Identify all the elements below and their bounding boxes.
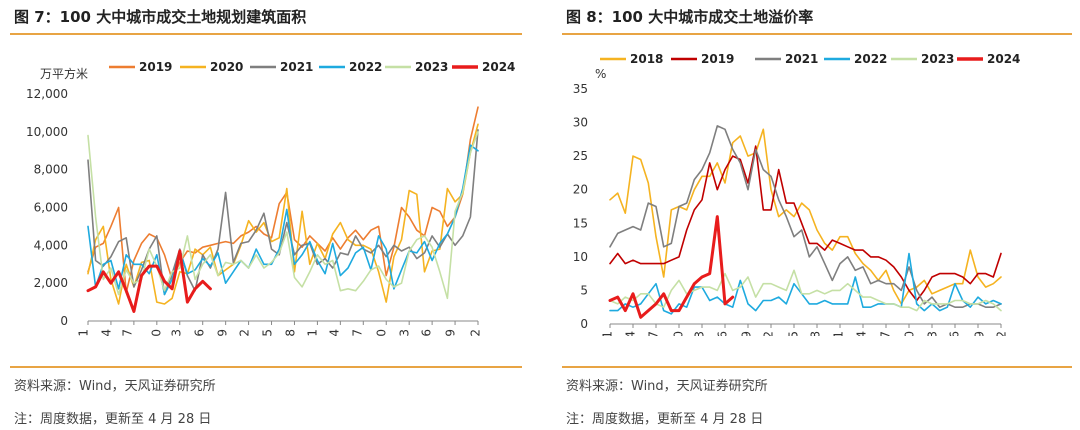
series-line-2024 — [608, 215, 735, 319]
x-tick-label: 52 — [995, 331, 1009, 336]
land-area-line-chart: 万平方米 0 2,000 4,000 6,000 8,000 10,000 12,000 1 4 7… — [26, 60, 515, 336]
series-line-2022 — [87, 144, 479, 296]
x-tick-label: 28 — [809, 331, 823, 336]
x-tick-label: 7 — [121, 329, 135, 336]
legend-label-2019: 2019 — [701, 52, 734, 66]
y-tick-label: 35 — [573, 82, 588, 96]
x-tick-label: 49 — [444, 329, 458, 336]
x-tick-label: 43 — [926, 331, 940, 336]
legend-label-2019: 2019 — [139, 60, 172, 74]
legend-label-2022: 2022 — [349, 60, 382, 74]
x-tick-label: 13 — [693, 331, 707, 336]
x-tick-label: 16 — [716, 331, 730, 336]
series-line-2019 — [609, 145, 1002, 302]
y-tick-label: 15 — [573, 216, 588, 230]
premium-rate-line-chart: % 0 5 10 15 20 25 30 35 1 4 7 10 13 16 19 22 25 28 31 34 37 40… — [573, 52, 1021, 336]
y-unit-label: % — [595, 67, 606, 81]
legend-label-2021: 2021 — [785, 52, 818, 66]
series-line-2024 — [86, 249, 212, 313]
x-tick-label: 22 — [762, 331, 776, 336]
source-rule — [562, 366, 1072, 368]
legend-label-2024: 2024 — [987, 52, 1020, 66]
y-tick-label: 2,000 — [34, 276, 68, 290]
legend-label-2024: 2024 — [482, 60, 515, 74]
y-tick-label: 0 — [60, 314, 68, 328]
x-tick-label: 4 — [624, 331, 638, 336]
y-tick-label: 12,000 — [26, 87, 68, 101]
figure-title: 图 7：100 大中城市成交土地规划建筑面积 — [14, 8, 307, 26]
series-line-2021 — [609, 125, 1002, 309]
y-unit-label: 万平方米 — [40, 66, 88, 81]
legend-label-2018: 2018 — [630, 52, 663, 66]
y-tick-label: 0 — [580, 317, 588, 331]
x-tick-label: 46 — [948, 331, 962, 336]
figure-title: 图 8：100 大中城市成交土地溢价率 — [566, 8, 814, 26]
x-tick-label: 1 — [601, 331, 615, 336]
series-line-2018 — [609, 128, 1002, 305]
title-rule — [10, 33, 522, 35]
x-tick-label: 37 — [351, 329, 365, 336]
x-tick-label: 25 — [261, 329, 275, 336]
x-tick-label: 19 — [740, 331, 754, 336]
x-tick-label: 31 — [306, 329, 320, 336]
x-tick-label: 37 — [879, 331, 893, 336]
y-tick-label: 20 — [573, 183, 588, 197]
source-text: 资料来源：Wind，天风证券研究所 — [566, 379, 768, 394]
chart-panel-premium-rate: 图 8：100 大中城市成交土地溢价率 % 0 5 10 15 20 25 30 35 1 4 7 10… — [552, 0, 1080, 430]
x-tick-label: 10 — [150, 329, 164, 336]
title-rule — [562, 33, 1072, 35]
x-tick-label: 31 — [832, 331, 846, 336]
y-tick-label: 8,000 — [34, 163, 68, 177]
x-tick-label: 46 — [420, 329, 434, 336]
x-tick-label: 40 — [375, 329, 389, 336]
series-line-2023 — [87, 131, 479, 300]
note-text: 注：周度数据，更新至 4 月 28 日 — [566, 412, 764, 427]
y-tick-label: 10 — [573, 250, 588, 264]
x-tick-label: 28 — [284, 329, 298, 336]
x-tick-label: 25 — [787, 331, 801, 336]
x-tick-label: 7 — [647, 331, 661, 336]
chart-panel-land-area: 图 7：100 大中城市成交土地规划建筑面积 万平方米 0 2,000 4,000 6,… — [0, 0, 530, 430]
x-tick-label: 43 — [398, 329, 412, 336]
legend-label-2023: 2023 — [415, 60, 448, 74]
legend-label-2020: 2020 — [210, 60, 243, 74]
x-tick-label: 22 — [238, 329, 252, 336]
source-rule — [10, 366, 522, 368]
y-tick-label: 6,000 — [34, 201, 68, 215]
note-text: 注：周度数据，更新至 4 月 28 日 — [14, 412, 212, 427]
x-tick-label: 19 — [216, 329, 230, 336]
series-line-2020 — [87, 123, 479, 305]
x-tick-label: 16 — [193, 329, 207, 336]
x-tick-label: 13 — [170, 329, 184, 336]
legend-label-2023: 2023 — [921, 52, 954, 66]
legend-label-2021: 2021 — [280, 60, 313, 74]
x-tick-label: 4 — [100, 329, 114, 336]
x-tick-label: 49 — [973, 331, 987, 336]
y-tick-label: 10,000 — [26, 125, 68, 139]
source-text: 资料来源：Wind，天风证券研究所 — [14, 379, 216, 394]
x-tick-label: 34 — [328, 329, 342, 336]
series-line-2023 — [609, 269, 1002, 312]
y-tick-label: 30 — [573, 116, 588, 130]
x-tick-label: 10 — [672, 331, 686, 336]
series-line-2019 — [87, 106, 479, 294]
y-tick-label: 25 — [573, 149, 588, 163]
series-line-2022 — [609, 252, 1002, 315]
legend-label-2022: 2022 — [854, 52, 887, 66]
y-tick-label: 4,000 — [34, 238, 68, 252]
x-tick-label: 1 — [77, 329, 91, 336]
x-tick-label: 34 — [855, 331, 869, 336]
x-tick-label: 52 — [469, 329, 483, 336]
x-tick-label: 40 — [903, 331, 917, 336]
series-line-2021 — [87, 129, 479, 296]
y-tick-label: 5 — [580, 283, 588, 297]
